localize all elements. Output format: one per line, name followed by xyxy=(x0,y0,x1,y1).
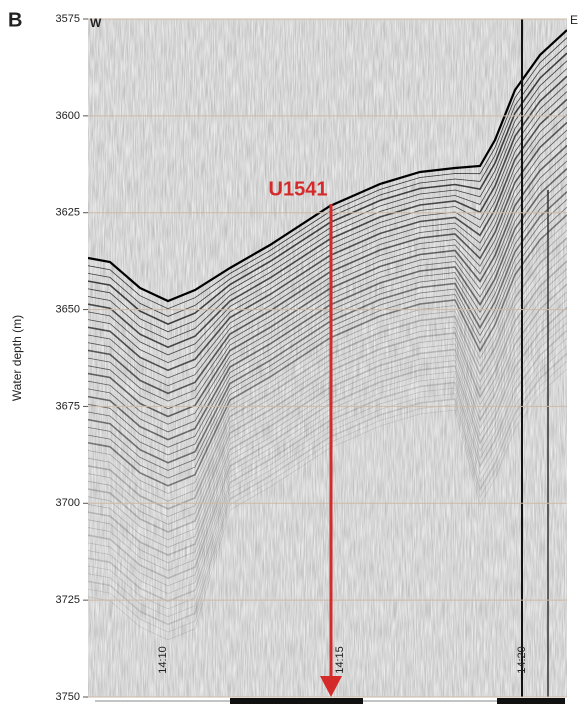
time-scale-bar xyxy=(95,698,565,704)
reflector xyxy=(88,114,567,387)
seafloor xyxy=(88,29,567,303)
reflector xyxy=(88,245,567,518)
panel-label: B xyxy=(8,9,22,31)
reflector xyxy=(88,322,567,595)
reflector xyxy=(88,237,567,510)
y-tick-label: 3650 xyxy=(56,303,80,315)
y-tick-label: 3700 xyxy=(56,497,80,509)
reflector xyxy=(88,91,567,364)
reflector xyxy=(88,206,567,479)
y-tick-label: 3725 xyxy=(56,594,80,606)
reflector xyxy=(88,152,567,425)
reflector xyxy=(88,106,567,379)
time-label: 14:10 xyxy=(157,646,169,674)
reflector xyxy=(88,75,567,349)
time-label: 14:15 xyxy=(334,646,346,674)
reflector xyxy=(88,176,567,448)
reflector xyxy=(88,291,567,564)
reflector xyxy=(88,68,567,340)
reflector xyxy=(88,183,567,456)
west-label: W xyxy=(90,16,102,30)
reflector xyxy=(88,306,567,580)
reflector xyxy=(88,37,567,310)
reflector xyxy=(88,352,567,626)
reflector xyxy=(88,368,567,641)
grid xyxy=(88,18,567,698)
reflector xyxy=(88,83,567,356)
reflector xyxy=(88,168,567,441)
site-arrow-head xyxy=(320,676,342,697)
reflector xyxy=(88,360,567,633)
reflector xyxy=(88,253,567,525)
reflector xyxy=(88,314,567,587)
east-label: E xyxy=(570,13,578,27)
reflector xyxy=(88,214,567,487)
reflector xyxy=(88,337,567,610)
y-tick-label: 3750 xyxy=(56,691,80,703)
reflector xyxy=(88,98,567,372)
reflector xyxy=(88,345,567,618)
reflector xyxy=(88,329,567,603)
site-label: U1541 xyxy=(269,178,328,200)
reflector xyxy=(88,191,567,464)
reflector xyxy=(88,229,567,502)
y-tick-label: 3675 xyxy=(56,400,80,412)
reflector xyxy=(88,137,567,410)
reflector xyxy=(88,60,567,333)
reflector xyxy=(88,129,567,402)
reflector xyxy=(88,283,567,556)
reflector xyxy=(88,121,567,395)
y-tick-label: 3625 xyxy=(56,207,80,219)
reflector xyxy=(88,276,567,548)
reflector xyxy=(88,144,567,418)
reflector xyxy=(88,299,567,571)
y-tick-label: 3575 xyxy=(56,13,80,25)
reflector xyxy=(88,160,567,433)
reflector xyxy=(88,199,567,471)
y-tick-label: 3600 xyxy=(56,110,80,122)
reflector xyxy=(88,260,567,533)
profile-noise xyxy=(88,19,567,697)
reflector xyxy=(88,268,567,541)
time-label: 14:20 xyxy=(516,646,528,674)
reflector xyxy=(88,52,567,325)
reflector xyxy=(88,222,567,494)
y-axis-label: Water depth (m) xyxy=(10,315,24,401)
